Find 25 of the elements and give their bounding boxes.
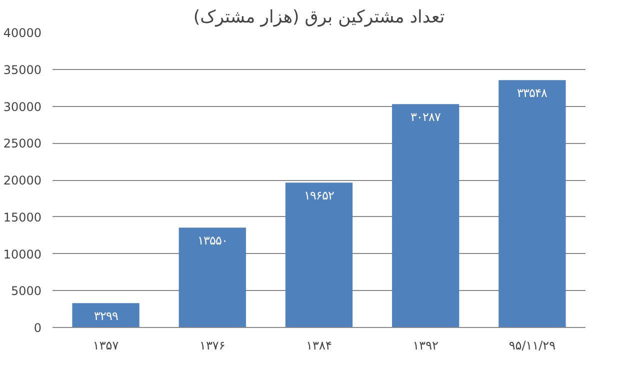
- data-label: ۳۳۵۴۸: [517, 86, 548, 100]
- bar: [285, 182, 353, 328]
- x-tick-label: ۱۳۵۷: [92, 338, 120, 352]
- x-tick-label: ۹۵/۱۱/۲۹: [508, 338, 556, 352]
- x-tick-label: ۱۳۷۶: [200, 338, 226, 352]
- x-tick-label: ۱۳۹۲: [412, 338, 438, 352]
- bar: [178, 228, 246, 328]
- x-tick-label: ۱۳۸۴: [306, 338, 332, 352]
- y-tick-label: 40000: [3, 26, 42, 40]
- y-tick-label: 25000: [3, 136, 42, 151]
- y-tick-label: 30000: [3, 100, 42, 114]
- y-tick-label: 10000: [3, 247, 42, 262]
- y-tick-label: 15000: [3, 210, 42, 224]
- bar: [392, 104, 460, 328]
- y-tick-label: 5000: [10, 284, 42, 298]
- chart-title: تعداد مشترکین برق (هزار مشترک): [193, 8, 445, 28]
- data-label: ۳۲۹۹: [94, 309, 118, 324]
- y-tick-label: 20000: [3, 174, 42, 188]
- data-label: ۱۹۶۵۲: [304, 188, 334, 203]
- data-label: ۱۳۵۵۰: [197, 234, 228, 248]
- y-tick-label: 0: [34, 321, 42, 335]
- y-tick-label: 35000: [3, 62, 42, 77]
- data-label: ۳۰۲۸۷: [410, 110, 442, 124]
- bar: [72, 303, 140, 328]
- bar: [498, 80, 566, 328]
